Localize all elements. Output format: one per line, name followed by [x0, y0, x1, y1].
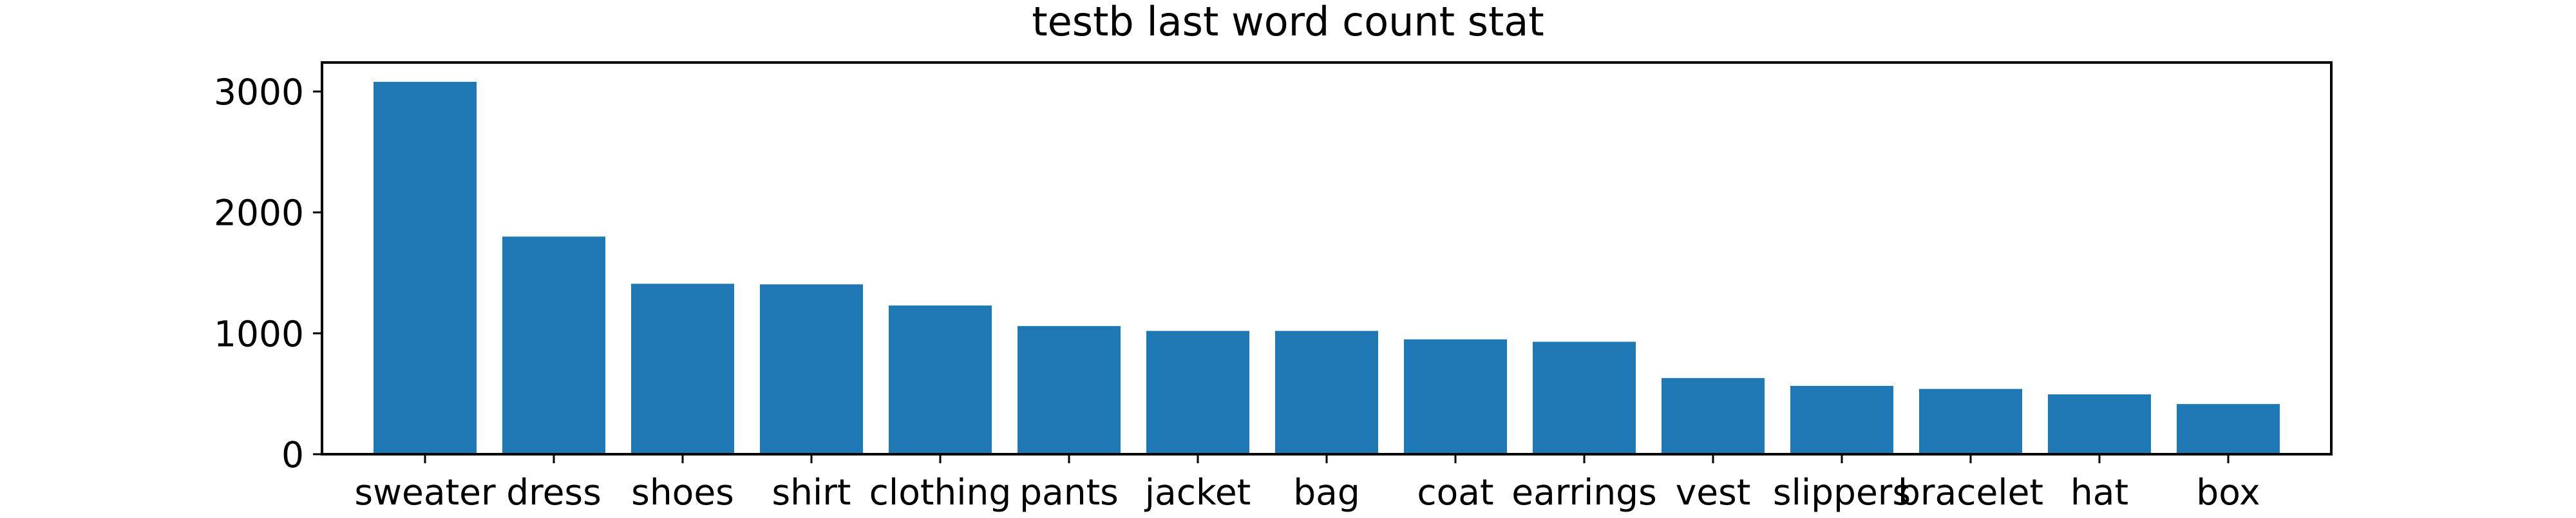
bar-pants: [1018, 326, 1121, 454]
x-tick-label-pants: pants: [1019, 472, 1119, 513]
bar-vest: [1662, 378, 1765, 454]
bar-hat: [2048, 394, 2151, 454]
bars: [374, 82, 2280, 455]
x-tick-label-box: box: [2196, 472, 2260, 513]
y-tick-label-3000: 3000: [214, 72, 304, 113]
x-tick-label-vest: vest: [1676, 472, 1751, 513]
x-tick-label-earrings: earrings: [1511, 472, 1657, 513]
bar-bag: [1275, 331, 1378, 454]
x-tick-label-shoes: shoes: [631, 472, 734, 513]
bar-box: [2177, 404, 2280, 454]
x-tick-label-coat: coat: [1417, 472, 1493, 513]
y-axis: 0 1000 2000 3000: [214, 72, 322, 475]
bar-dress: [502, 236, 605, 454]
y-tick-label-1000: 1000: [214, 313, 304, 354]
plot-frame: [321, 61, 2333, 456]
bar-earrings: [1533, 341, 1636, 454]
bar-clothing: [889, 305, 992, 454]
x-tick-label-sweater: sweater: [354, 472, 496, 513]
x-tick-label-bag: bag: [1293, 472, 1360, 513]
bar-sweater: [374, 82, 477, 455]
chart-title: testb last word count stat: [1032, 0, 1544, 45]
bar-shoes: [631, 283, 734, 454]
x-tick-label-hat: hat: [2070, 472, 2128, 513]
x-tick-label-dress: dress: [506, 472, 601, 513]
bar-jacket: [1146, 331, 1249, 454]
x-axis: sweater dress shoes shirt clothing pants jacke…: [354, 454, 2260, 513]
x-tick-label-slippers: slippers: [1773, 472, 1911, 513]
x-tick-label-clothing: clothing: [869, 472, 1012, 513]
bar-slippers: [1790, 385, 1893, 454]
x-tick-label-bracelet: bracelet: [1898, 472, 2043, 513]
x-tick-label-shirt: shirt: [772, 472, 851, 513]
x-tick-label-jacket: jacket: [1144, 472, 1251, 513]
y-tick-label-2000: 2000: [214, 193, 304, 234]
bar-bracelet: [1919, 388, 2022, 454]
bar-shirt: [760, 284, 863, 454]
y-tick-label-0: 0: [281, 434, 304, 475]
bar-coat: [1404, 339, 1507, 454]
